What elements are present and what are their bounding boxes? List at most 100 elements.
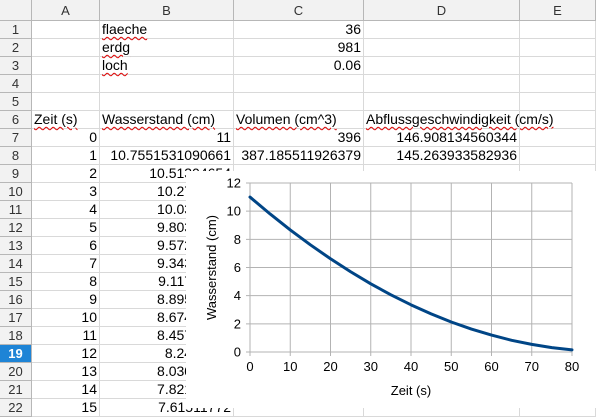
param-value-cell[interactable]: 981 bbox=[234, 39, 364, 57]
param-value-cell[interactable]: 36 bbox=[234, 21, 364, 39]
empty-cell[interactable] bbox=[100, 93, 234, 111]
row-header[interactable]: 13 bbox=[0, 237, 32, 255]
empty-cell[interactable] bbox=[32, 75, 100, 93]
column-header-a[interactable]: A bbox=[32, 0, 100, 21]
table-cell-b[interactable]: 11 bbox=[100, 129, 234, 147]
table-cell-a[interactable]: 8 bbox=[32, 273, 100, 291]
row-header[interactable]: 16 bbox=[0, 291, 32, 309]
y-tick-label: 2 bbox=[234, 316, 241, 331]
y-axis-label: Wasserstand (cm) bbox=[204, 215, 219, 320]
empty-cell[interactable] bbox=[100, 75, 234, 93]
table-cell-c[interactable]: 387.185511926379 bbox=[234, 147, 364, 165]
row-header[interactable]: 2 bbox=[0, 39, 32, 57]
empty-cell[interactable] bbox=[32, 93, 100, 111]
x-tick-label: 50 bbox=[444, 359, 458, 374]
x-tick-label: 0 bbox=[246, 359, 253, 374]
empty-cell[interactable] bbox=[32, 39, 100, 57]
row-header[interactable]: 3 bbox=[0, 57, 32, 75]
row-header[interactable]: 12 bbox=[0, 219, 32, 237]
y-tick-label: 4 bbox=[234, 288, 241, 303]
table-cell-a[interactable]: 11 bbox=[32, 327, 100, 345]
table-cell-a[interactable]: 1 bbox=[32, 147, 100, 165]
row-header[interactable]: 18 bbox=[0, 327, 32, 345]
row-header[interactable]: 21 bbox=[0, 381, 32, 399]
x-tick-label: 60 bbox=[484, 359, 498, 374]
row-header[interactable]: 14 bbox=[0, 255, 32, 273]
param-label-cell[interactable]: flaeche bbox=[100, 21, 234, 39]
empty-cell[interactable] bbox=[234, 75, 364, 93]
header-cell-wasserstand[interactable]: Wasserstand (cm) bbox=[100, 111, 234, 129]
table-cell-a[interactable]: 3 bbox=[32, 183, 100, 201]
table-cell-b[interactable]: 10.7551531090661 bbox=[100, 147, 234, 165]
empty-cell[interactable] bbox=[364, 21, 520, 39]
table-cell-a[interactable]: 2 bbox=[32, 165, 100, 183]
row-header[interactable]: 17 bbox=[0, 309, 32, 327]
row-header[interactable]: 10 bbox=[0, 183, 32, 201]
header-cell-volumen[interactable]: Volumen (cm^3) bbox=[234, 111, 364, 129]
select-all-corner[interactable] bbox=[0, 0, 32, 21]
empty-cell[interactable] bbox=[234, 93, 364, 111]
table-cell-a[interactable]: 12 bbox=[32, 345, 100, 363]
empty-cell[interactable] bbox=[520, 93, 596, 111]
table-cell-a[interactable]: 0 bbox=[32, 129, 100, 147]
column-header-c[interactable]: C bbox=[234, 0, 364, 21]
table-cell-a[interactable]: 14 bbox=[32, 381, 100, 399]
row-header[interactable]: 9 bbox=[0, 165, 32, 183]
row-header[interactable]: 5 bbox=[0, 93, 32, 111]
line-chart[interactable]: 0 10 20 30 40 50 60 70 80 0 2 4 6 8 10 12 Zeit (s) Wasser… bbox=[186, 171, 596, 408]
table-cell-a[interactable]: 9 bbox=[32, 291, 100, 309]
header-text: Wasserstand (cm) bbox=[102, 111, 216, 127]
table-cell-a[interactable]: 10 bbox=[32, 309, 100, 327]
empty-cell[interactable] bbox=[364, 57, 520, 75]
header-cell-zeit[interactable]: Zeit (s) bbox=[32, 111, 100, 129]
row-header-selected[interactable]: 19 bbox=[0, 345, 32, 363]
row-header[interactable]: 6 bbox=[0, 111, 32, 129]
header-cell-abfluss[interactable]: Abflussgeschwindigkeit (cm/s) bbox=[364, 111, 554, 129]
param-label: flaeche bbox=[102, 21, 148, 37]
empty-cell[interactable] bbox=[364, 93, 520, 111]
empty-cell[interactable] bbox=[364, 39, 520, 57]
row-header[interactable]: 11 bbox=[0, 201, 32, 219]
table-cell-d[interactable]: 145.263933582936 bbox=[364, 147, 520, 165]
column-header-e[interactable]: E bbox=[520, 0, 596, 21]
table-cell-a[interactable]: 7 bbox=[32, 255, 100, 273]
x-tick-label: 40 bbox=[404, 359, 418, 374]
row-header[interactable]: 15 bbox=[0, 273, 32, 291]
table-cell-a[interactable]: 6 bbox=[32, 237, 100, 255]
x-tick-label: 10 bbox=[283, 359, 297, 374]
column-header-d[interactable]: D bbox=[364, 0, 520, 21]
table-cell-a[interactable]: 4 bbox=[32, 201, 100, 219]
empty-cell[interactable] bbox=[32, 57, 100, 75]
empty-cell[interactable] bbox=[520, 39, 596, 57]
empty-cell[interactable] bbox=[520, 57, 596, 75]
row-header[interactable]: 8 bbox=[0, 147, 32, 165]
empty-cell[interactable] bbox=[520, 129, 596, 147]
column-header-b[interactable]: B bbox=[100, 0, 234, 21]
table-cell-d[interactable]: 146.908134560344 bbox=[364, 129, 520, 147]
param-label: erdg bbox=[102, 39, 131, 55]
table-cell-a[interactable]: 5 bbox=[32, 219, 100, 237]
row-header[interactable]: 7 bbox=[0, 129, 32, 147]
row-header[interactable]: 4 bbox=[0, 75, 32, 93]
empty-cell[interactable] bbox=[520, 147, 596, 165]
empty-cell[interactable] bbox=[32, 21, 100, 39]
param-value-cell[interactable]: 0.06 bbox=[234, 57, 364, 75]
series-line bbox=[248, 195, 574, 352]
empty-cell[interactable] bbox=[520, 21, 596, 39]
table-cell-c[interactable]: 396 bbox=[234, 129, 364, 147]
row-header[interactable]: 20 bbox=[0, 363, 32, 381]
param-label-cell[interactable]: erdg bbox=[100, 39, 234, 57]
table-cell-a[interactable]: 13 bbox=[32, 363, 100, 381]
x-tick-label: 30 bbox=[364, 359, 378, 374]
param-label-cell[interactable]: loch bbox=[100, 57, 234, 75]
y-tick-label: 8 bbox=[234, 232, 241, 247]
empty-cell[interactable] bbox=[520, 75, 596, 93]
table-cell-a[interactable]: 15 bbox=[32, 399, 100, 417]
row-header[interactable]: 1 bbox=[0, 21, 32, 39]
row-header[interactable]: 22 bbox=[0, 399, 32, 417]
y-tick-label: 6 bbox=[234, 260, 241, 275]
empty-cell[interactable] bbox=[364, 75, 520, 93]
x-tick-label: 70 bbox=[525, 359, 539, 374]
y-tick-label: 10 bbox=[227, 204, 241, 219]
